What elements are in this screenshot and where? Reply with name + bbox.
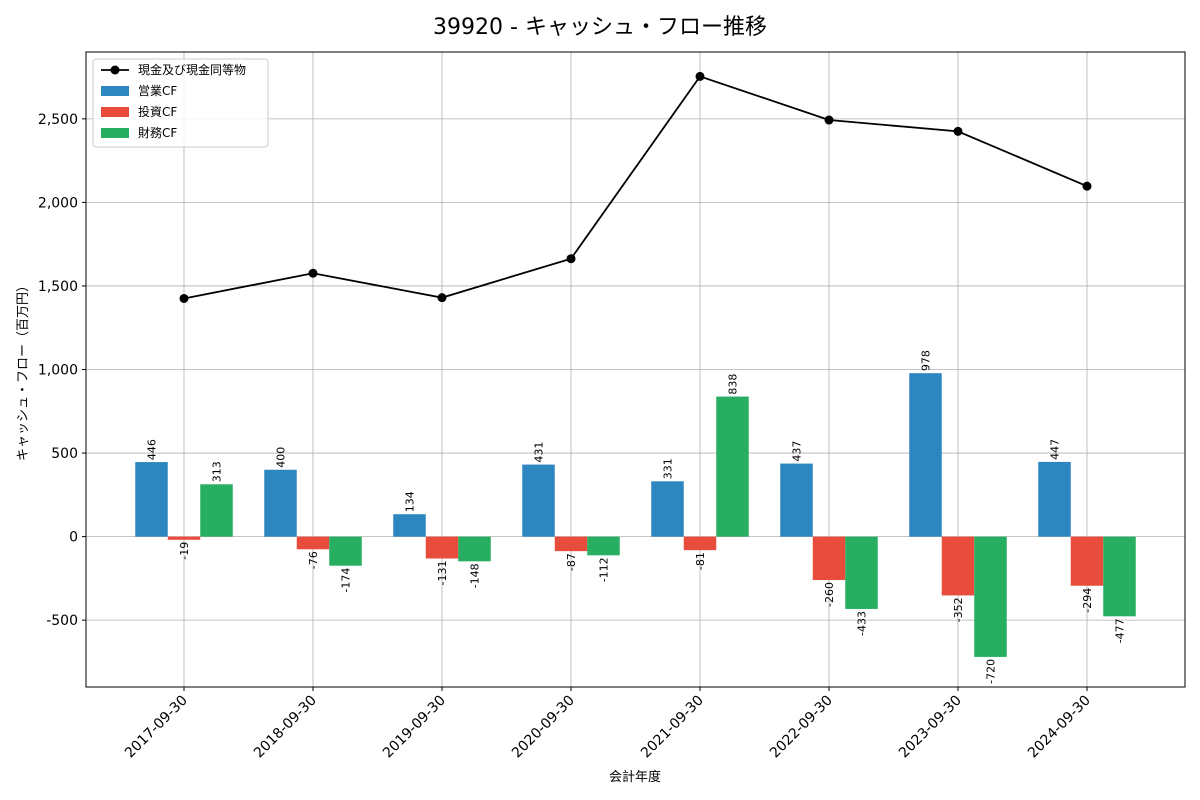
labels-layer: 446 400 134 431 331 437 978 447 -19 -76 -131 -87 -81… [146,350,1127,684]
bar-value-label: -112 [598,557,611,582]
bar-1 [522,464,555,537]
x-tick-label: 2019-09-30 [380,693,449,762]
bar-value-label: 331 [662,458,675,479]
bar-value-label: 431 [533,442,546,463]
y-tick-label: 1,500 [38,279,78,295]
bar-value-label: -433 [856,611,869,636]
bar-value-label: 978 [920,350,933,371]
cash-line-point [437,293,447,303]
bar-3 [458,536,491,562]
y-tick-label: 1,000 [38,363,78,379]
bar-1 [393,514,426,537]
x-tick-label: 2017-09-30 [122,693,191,762]
bar-value-label: -131 [436,560,449,585]
bar-1 [651,481,684,537]
bar-value-label: 134 [404,491,417,512]
bar-value-label: -477 [1114,618,1127,643]
bar-value-label: -720 [985,659,998,684]
y-tick-label: 2,000 [38,195,78,211]
bar-2 [941,536,975,596]
x-axis-label: 会計年度 [609,769,661,785]
cash-line-point [566,254,576,264]
y-tick-label: 2,500 [38,112,78,128]
y-axis-label: キャッシュ・フロー（百万円） [16,279,31,461]
bar-value-label: 446 [146,439,159,460]
bar-value-label: -294 [1081,588,1094,613]
cash-line-point [953,126,963,136]
x-tick-label: 2021-09-30 [638,693,707,762]
bars-layer [135,373,1136,657]
x-tick-label: 2023-09-30 [896,693,965,762]
legend-marker-swatch [110,65,120,75]
legend-bar-swatch [101,128,129,138]
legend-box [92,58,269,148]
cash-line [183,75,1088,300]
line-layer [179,71,1092,303]
bar-2 [296,536,330,550]
bar-value-label: 447 [1049,439,1062,460]
bar-3 [974,536,1007,657]
x-tick-label: 2024-09-30 [1025,693,1094,762]
bar-1 [780,463,813,537]
bar-2 [167,536,201,540]
bar-value-label: 400 [275,447,288,468]
y-tick-label: 0 [69,530,78,546]
bar-3 [716,396,749,537]
bar-1 [1038,461,1071,537]
legend-label: 財務CF [138,125,177,140]
cash-line-point [1082,181,1092,191]
bar-value-label: -352 [952,597,965,622]
bar-3 [329,536,362,566]
bar-2 [683,536,717,551]
bar-3 [845,536,878,609]
x-tick-label: 2022-09-30 [767,693,836,762]
legend-bar-swatch [101,86,129,96]
cash-line-point [179,293,189,303]
bar-value-label: -148 [469,563,482,588]
cash-line-point [824,115,834,125]
bar-3 [587,536,620,556]
y-tick-label: 500 [51,446,78,462]
bar-value-label: 838 [727,374,740,395]
bar-value-label: -87 [565,553,578,571]
legend-label: 営業CF [138,84,177,98]
bar-2 [812,536,846,581]
legend-label: 現金及び現金同等物 [138,62,246,77]
bar-value-label: -81 [694,552,707,570]
bar-value-label: -174 [340,568,353,593]
bar-1 [135,462,168,537]
chart-title: 39920 - キャッシュ・フロー推移 [433,15,767,40]
bar-1 [264,469,297,537]
x-tick-label: 2020-09-30 [509,693,578,762]
bar-3 [200,484,233,537]
bar-2 [1070,536,1104,586]
x-tick-label: 2018-09-30 [251,693,320,762]
bar-value-label: -19 [178,542,191,560]
cash-line-point [695,71,705,81]
bar-3 [1103,536,1136,617]
bar-2 [425,536,459,559]
bar-value-label: 313 [211,461,224,482]
legend-bar-swatch [101,107,129,117]
bar-1 [909,373,942,537]
bar-value-label: 437 [791,441,804,462]
y-tick-label: -500 [46,613,78,629]
bar-value-label: -260 [823,582,836,607]
cash-line-point [308,268,318,278]
legend-label: 投資CF [138,104,177,119]
bar-2 [554,536,588,552]
bar-value-label: -76 [307,551,320,569]
